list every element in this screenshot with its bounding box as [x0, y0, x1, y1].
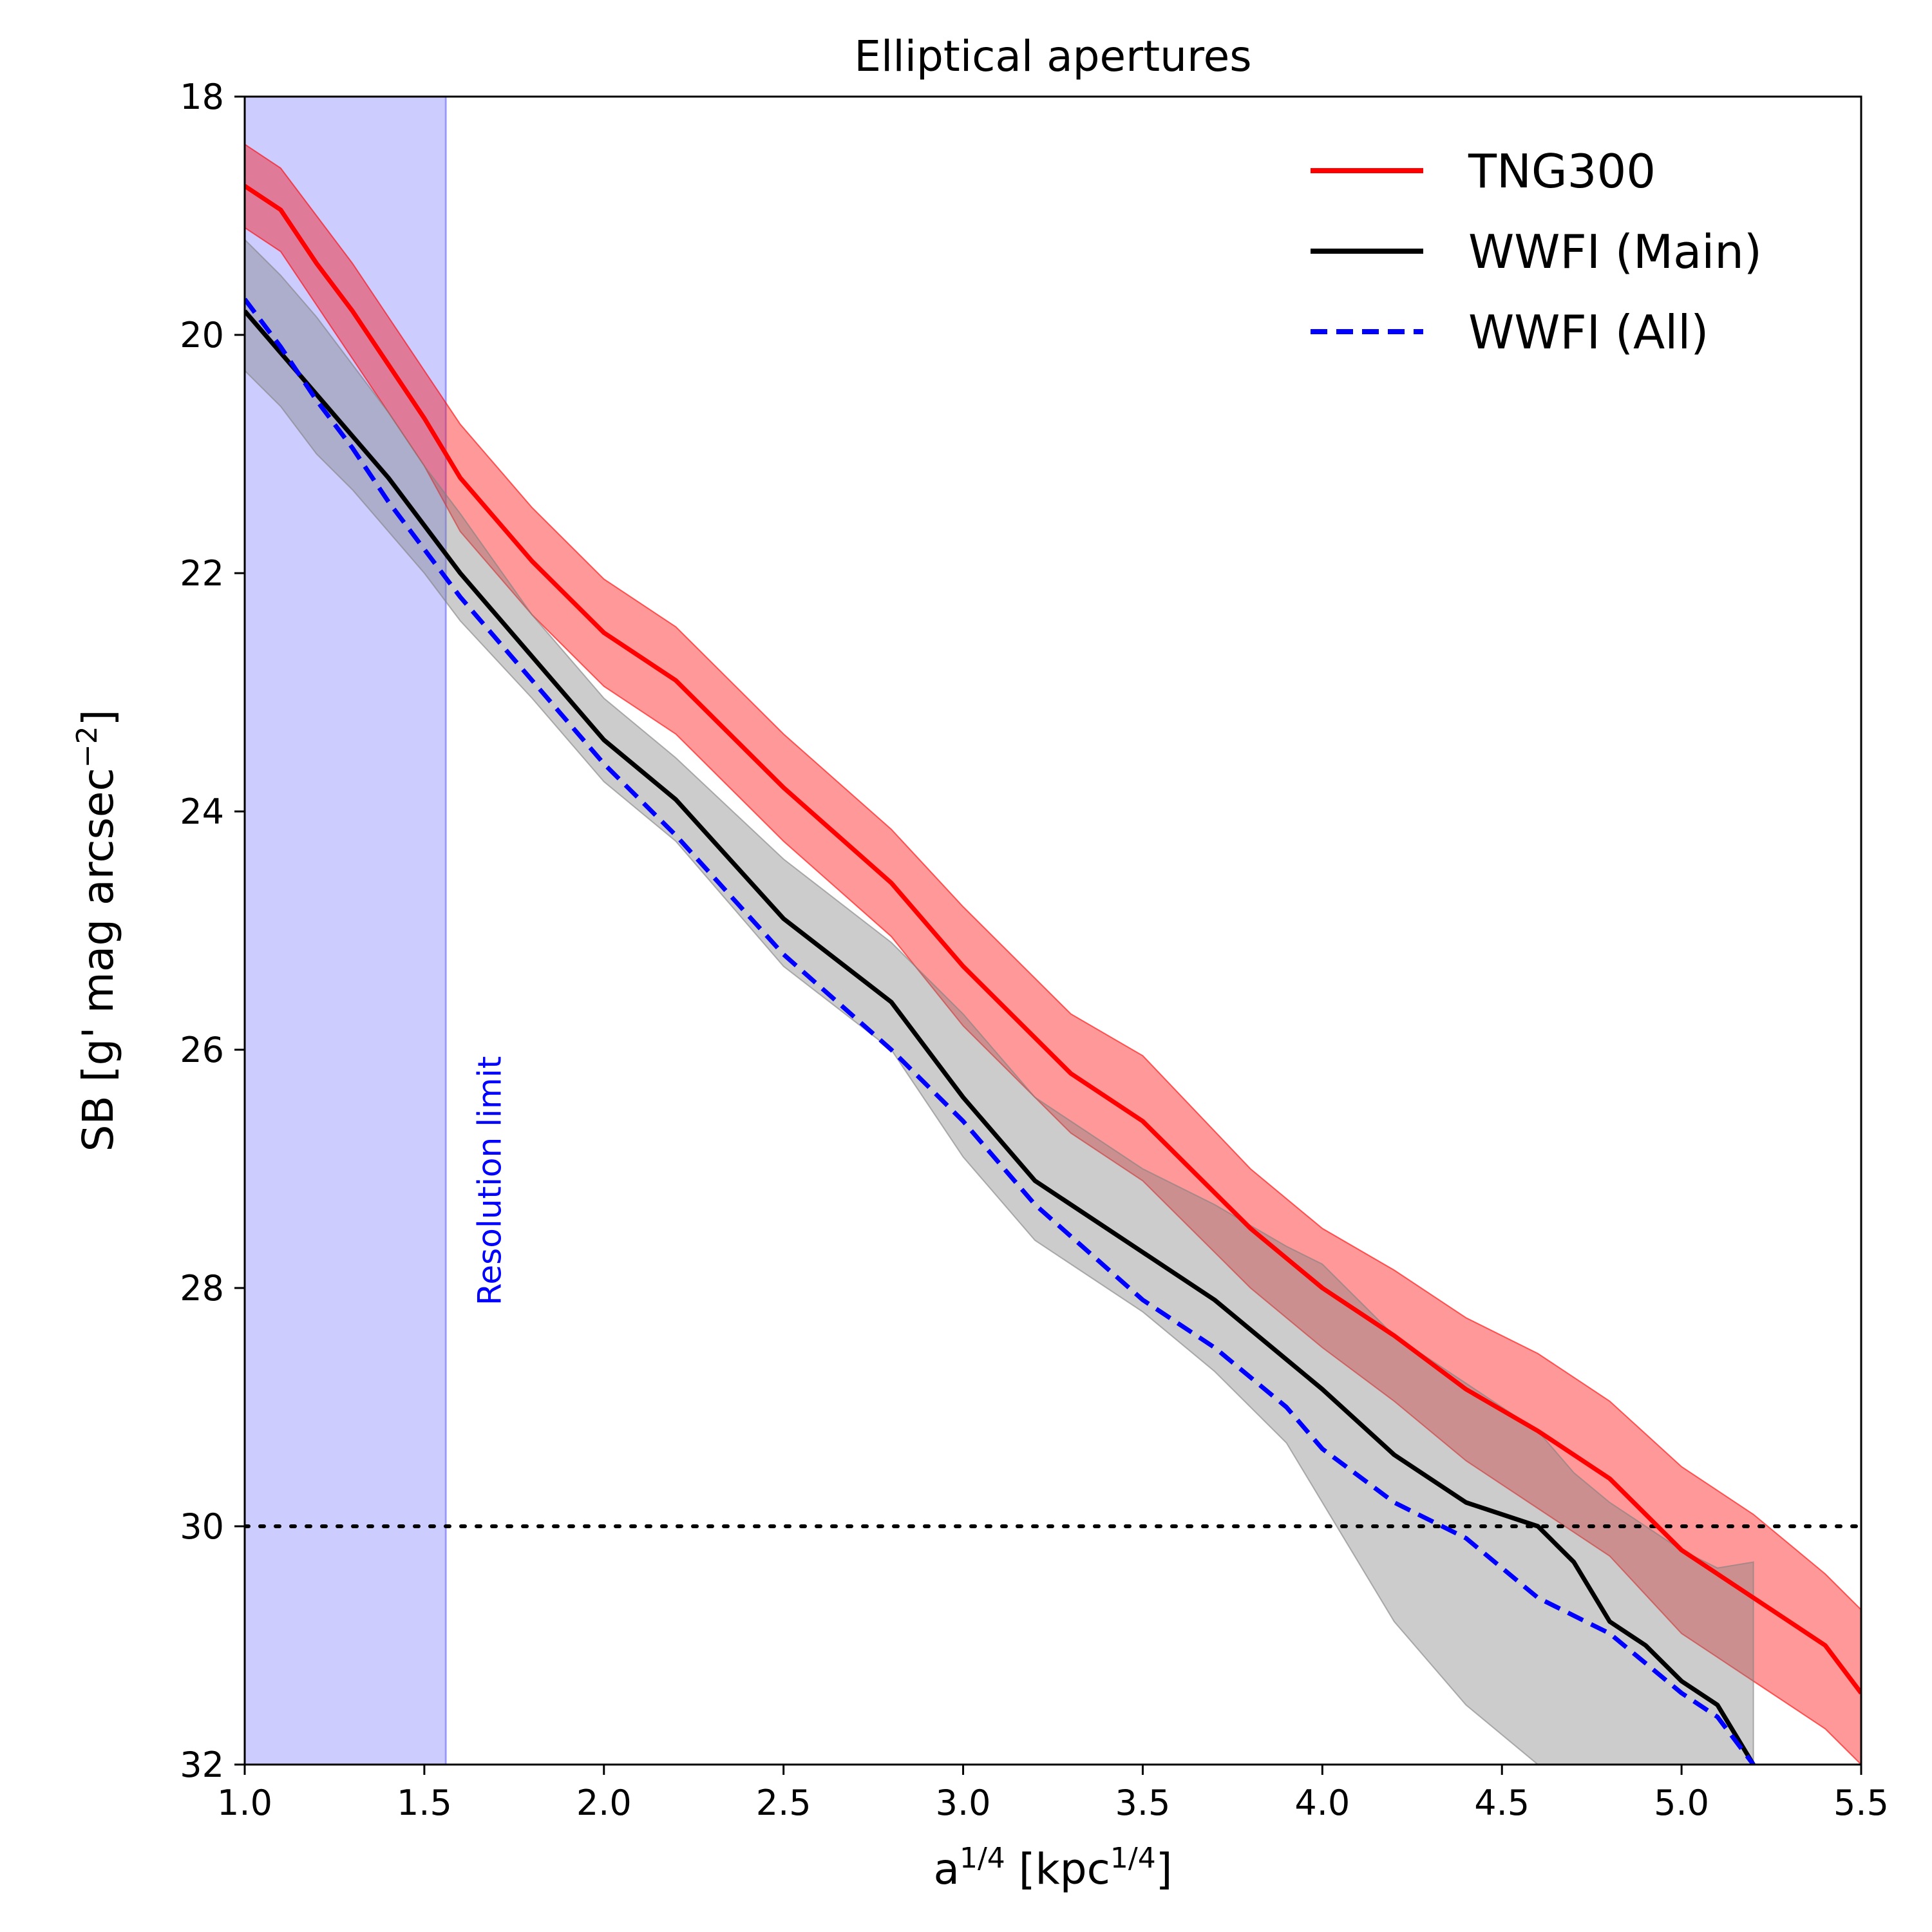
legend-label-wwfi-main: WWFI (Main): [1468, 225, 1762, 279]
y-tick-label: 22: [180, 553, 224, 594]
x-tick-label: 2.0: [576, 1783, 632, 1823]
x-tick-label: 5.5: [1833, 1783, 1889, 1823]
plot-area: [245, 97, 1861, 1765]
y-tick-label: 18: [180, 77, 224, 117]
band-wwfi-main: [245, 238, 1754, 1765]
y-tick-label: 26: [180, 1030, 224, 1070]
legend: TNG300 WWFI (Main) WWFI (All): [1311, 144, 1762, 359]
y-tick-label: 32: [180, 1745, 224, 1785]
band-tng300: [245, 143, 1861, 1765]
x-tick-label: 4.0: [1294, 1783, 1350, 1823]
x-tick-label: 3.0: [936, 1783, 991, 1823]
x-tick-label: 3.5: [1115, 1783, 1170, 1823]
series-tng300: [245, 184, 1861, 1695]
y-axis-label: SB [g' mag arcsec−2]: [71, 710, 124, 1152]
y-tick-label: 30: [180, 1506, 224, 1547]
chart-title: Elliptical apertures: [854, 32, 1251, 81]
y-tick-label: 20: [180, 315, 224, 355]
x-axis-label: a1/4 [kpc1/4]: [934, 1842, 1173, 1895]
series-wwfi-all: [245, 298, 1756, 1765]
x-tick-label: 2.5: [756, 1783, 811, 1823]
x-tick-label: 5.0: [1654, 1783, 1709, 1823]
x-tick-label: 1.5: [397, 1783, 452, 1823]
legend-label-wwfi-all: WWFI (All): [1468, 305, 1709, 359]
y-tick-label: 28: [180, 1268, 224, 1309]
plot-frame: [243, 95, 1862, 1766]
resolution-limit-region: [245, 97, 446, 1765]
y-axis: 18 20 22 24 26 28 30 32: [180, 77, 245, 1785]
resolution-limit-label: Resolution limit: [471, 1056, 508, 1305]
x-tick-label: 1.0: [217, 1783, 272, 1823]
series-wwfi-main: [245, 309, 1756, 1765]
x-tick-label: 4.5: [1474, 1783, 1530, 1823]
y-tick-label: 24: [180, 791, 224, 832]
legend-label-tng300: TNG300: [1468, 144, 1656, 198]
x-axis: 1.0 1.5 2.0 2.5 3.0 3.5 4.0 4.5 5.0 5.5: [217, 1765, 1889, 1823]
